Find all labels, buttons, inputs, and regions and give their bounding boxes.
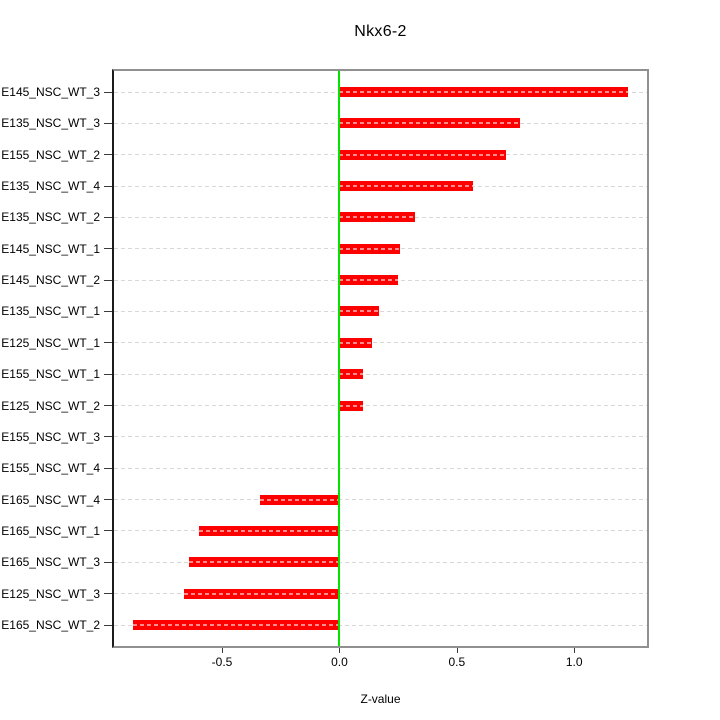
y-tick: [104, 216, 112, 218]
y-label: E165_NSC_WT_1: [1, 523, 100, 538]
bar-inner-dash: [339, 91, 629, 93]
bar-inner-dash: [198, 529, 340, 532]
bar-inner-dash: [339, 310, 380, 313]
gridline: [114, 624, 647, 626]
chart-title: Nkx6-2: [354, 23, 407, 40]
gridline: [114, 530, 647, 532]
bar: [339, 212, 415, 223]
y-tick: [104, 91, 112, 93]
bar: [339, 243, 401, 254]
gridline: [114, 593, 647, 595]
y-label: E125_NSC_WT_1: [1, 335, 100, 350]
bar-inner-dash: [339, 153, 507, 156]
gridline: [114, 373, 647, 375]
bar: [339, 181, 474, 192]
y-label: E125_NSC_WT_3: [1, 586, 100, 601]
y-tick: [104, 373, 112, 375]
y-tick: [104, 499, 112, 501]
bar: [339, 400, 363, 411]
y-tick: [104, 342, 112, 344]
x-tick-label: 0.0: [331, 655, 348, 669]
bar: [132, 620, 340, 630]
y-label: E125_NSC_WT_2: [1, 398, 100, 413]
y-label: E155_NSC_WT_1: [1, 367, 100, 382]
bar: [184, 588, 340, 599]
x-tick: [456, 648, 458, 653]
bar-inner-dash: [132, 624, 340, 626]
y-label: E165_NSC_WT_4: [1, 492, 100, 507]
y-label: E145_NSC_WT_3: [1, 85, 100, 99]
x-tick: [574, 648, 576, 653]
gridline: [114, 342, 647, 344]
x-axis-title: Z-value: [360, 692, 401, 706]
bar-inner-dash: [259, 498, 340, 501]
y-label: E145_NSC_WT_2: [1, 273, 100, 288]
bar: [339, 337, 373, 348]
x-tick-label: 1.0: [565, 655, 583, 669]
y-label: E135_NSC_WT_4: [1, 179, 100, 194]
y-label: E135_NSC_WT_2: [1, 210, 100, 225]
y-tick: [104, 405, 112, 407]
y-tick: [104, 154, 112, 156]
bar: [339, 149, 507, 160]
y-tick: [104, 310, 112, 312]
bar: [339, 369, 363, 380]
gridline: [114, 561, 647, 563]
x-tick-label: 0.5: [448, 655, 466, 669]
gridline: [114, 405, 647, 407]
y-label: E165_NSC_WT_2: [1, 618, 100, 632]
plot-area: [112, 69, 649, 648]
y-tick: [104, 561, 112, 563]
y-tick: [104, 185, 112, 187]
bar-inner-dash: [339, 404, 363, 407]
y-label: E155_NSC_WT_4: [1, 461, 100, 476]
bar: [259, 494, 340, 505]
bar: [339, 118, 521, 129]
y-tick: [104, 593, 112, 595]
y-label: E155_NSC_WT_3: [1, 429, 100, 444]
bar: [339, 306, 380, 317]
bar-inner-dash: [184, 592, 340, 595]
y-tick: [104, 624, 112, 626]
bar-inner-dash: [339, 341, 373, 344]
bar-inner-dash: [339, 279, 399, 282]
gridline: [114, 467, 647, 469]
y-label: E135_NSC_WT_3: [1, 116, 100, 131]
bar-inner-dash: [189, 561, 340, 564]
bar: [189, 557, 340, 568]
bar-inner-dash: [339, 373, 363, 376]
x-tick-label: -0.5: [211, 655, 233, 669]
y-tick: [104, 248, 112, 250]
y-label: E165_NSC_WT_3: [1, 555, 100, 570]
bar-inner-dash: [339, 185, 474, 188]
bar: [339, 87, 629, 97]
bar: [198, 525, 340, 536]
gridline: [114, 499, 647, 501]
bar-inner-dash: [339, 247, 401, 250]
bar: [339, 275, 399, 286]
y-label: E155_NSC_WT_2: [1, 147, 100, 162]
plot-inner: [114, 71, 647, 646]
y-label: E145_NSC_WT_1: [1, 241, 100, 256]
gridline: [114, 436, 647, 438]
y-tick: [104, 467, 112, 469]
x-tick: [339, 648, 341, 653]
y-tick: [104, 530, 112, 532]
bar-inner-dash: [339, 216, 415, 219]
y-tick: [104, 436, 112, 438]
y-tick: [104, 122, 112, 124]
y-tick: [104, 279, 112, 281]
x-tick: [222, 648, 223, 653]
zero-reference-line: [338, 71, 341, 646]
y-label: E135_NSC_WT_1: [1, 304, 100, 319]
gridline: [114, 310, 647, 312]
bar-inner-dash: [339, 122, 521, 125]
